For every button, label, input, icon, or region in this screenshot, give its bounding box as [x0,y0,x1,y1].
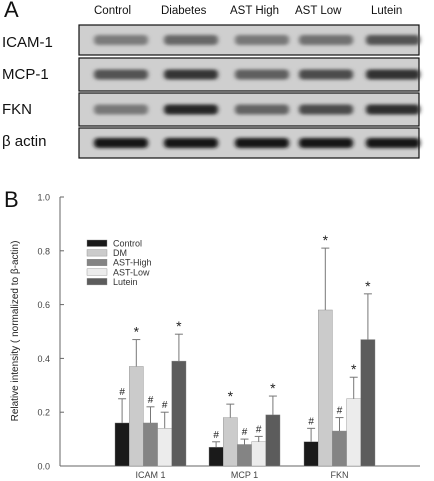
blot-band [164,104,218,115]
legend-label: AST-High [113,258,152,268]
blot-band [299,138,353,148]
bar [265,414,281,467]
blot-band [366,104,420,115]
bar [346,398,362,467]
row-label-icam1: ICAM-1 [2,34,53,51]
legend-swatch [86,258,108,266]
significance-mark: * [176,318,182,334]
bar [318,309,333,467]
legend-swatch [86,278,108,286]
blot-band [164,35,218,45]
bar [222,417,238,467]
blot-band [235,138,289,148]
significance-mark: # [337,406,343,417]
legend-swatch [86,268,108,276]
blot-row [78,24,420,56]
significance-mark: * [365,278,371,294]
y-tick-label: 0.0 [37,462,50,472]
significance-mark: # [242,427,248,438]
significance-mark: # [148,395,154,406]
significance-mark: # [256,424,262,435]
legend-label: Control [113,239,142,249]
significance-mark: * [351,361,357,377]
blot-band [164,138,218,148]
lane-label-diabetes: Diabetes [161,5,207,17]
lane-label-ast-high: AST High [230,5,280,17]
y-tick-label: 0.6 [37,300,50,310]
legend-label: AST-Low [113,267,150,277]
blot-band [366,138,420,148]
significance-mark: # [213,430,219,441]
x-tick-label: MCP 1 [231,470,258,480]
row-label-beta-actin: β actin [2,133,47,150]
bar [143,422,158,467]
bar [237,444,252,467]
x-tick-label: ICAM 1 [135,470,165,480]
blot-band [94,69,148,80]
significance-mark: * [134,324,140,340]
western-blot [78,24,420,159]
lane-label-control: Control [94,5,132,17]
y-tick-label: 0.8 [37,246,50,256]
bar [157,428,173,467]
bar [360,339,376,467]
blot-band [366,69,420,80]
legend-swatch [86,239,108,247]
bar [332,430,347,467]
significance-mark: * [228,388,234,404]
legend-swatch [86,249,108,257]
blot-band [235,35,289,45]
blot-band [299,35,353,45]
row-label-fkn: FKN [2,101,32,118]
y-tick-label: 0.2 [37,408,50,418]
blot-row [78,57,420,92]
bar-chart: 0.0 0.2 0.4 0.6 0.8 1.0 ICAM 1 MCP 1 FKN # * # # * # *… [10,193,420,480]
panel-b-letter: B [4,187,19,212]
y-tick-label: 1.0 [37,193,50,203]
blot-band [164,69,218,80]
bar [251,441,267,467]
x-tick-label: FKN [331,470,349,480]
lane-label-lutein: Lutein [371,5,403,17]
blot-band [235,69,289,80]
legend-label: Lutein [113,277,138,287]
blot-band [366,35,420,45]
significance-mark: * [270,380,276,396]
panel-a-letter: A [4,0,19,22]
blot-band [94,35,148,45]
y-tick-label: 0.4 [37,354,50,364]
blot-band [299,69,353,80]
blot-band [94,104,148,115]
blot-row [78,92,420,127]
bar [171,360,187,467]
lane-label-ast-low: AST Low [295,5,342,17]
blot-rows [78,24,420,159]
bar [114,422,130,467]
significance-mark: # [162,400,168,411]
row-label-mcp1: MCP-1 [2,66,49,83]
significance-mark: # [119,387,125,398]
significance-mark: # [308,416,314,427]
bar [303,441,319,467]
blot-band [299,104,353,115]
significance-mark: * [323,232,329,248]
y-axis-label: Relative intensity ( normalized to β-act… [10,241,21,422]
chart-bars: # * # # * # * # # * # * # * * [114,232,376,467]
bar [128,366,144,467]
blot-band [94,138,148,148]
bar [208,446,224,467]
legend-label: DM [113,248,127,258]
blot-band [235,104,289,115]
blot-row [78,127,420,159]
